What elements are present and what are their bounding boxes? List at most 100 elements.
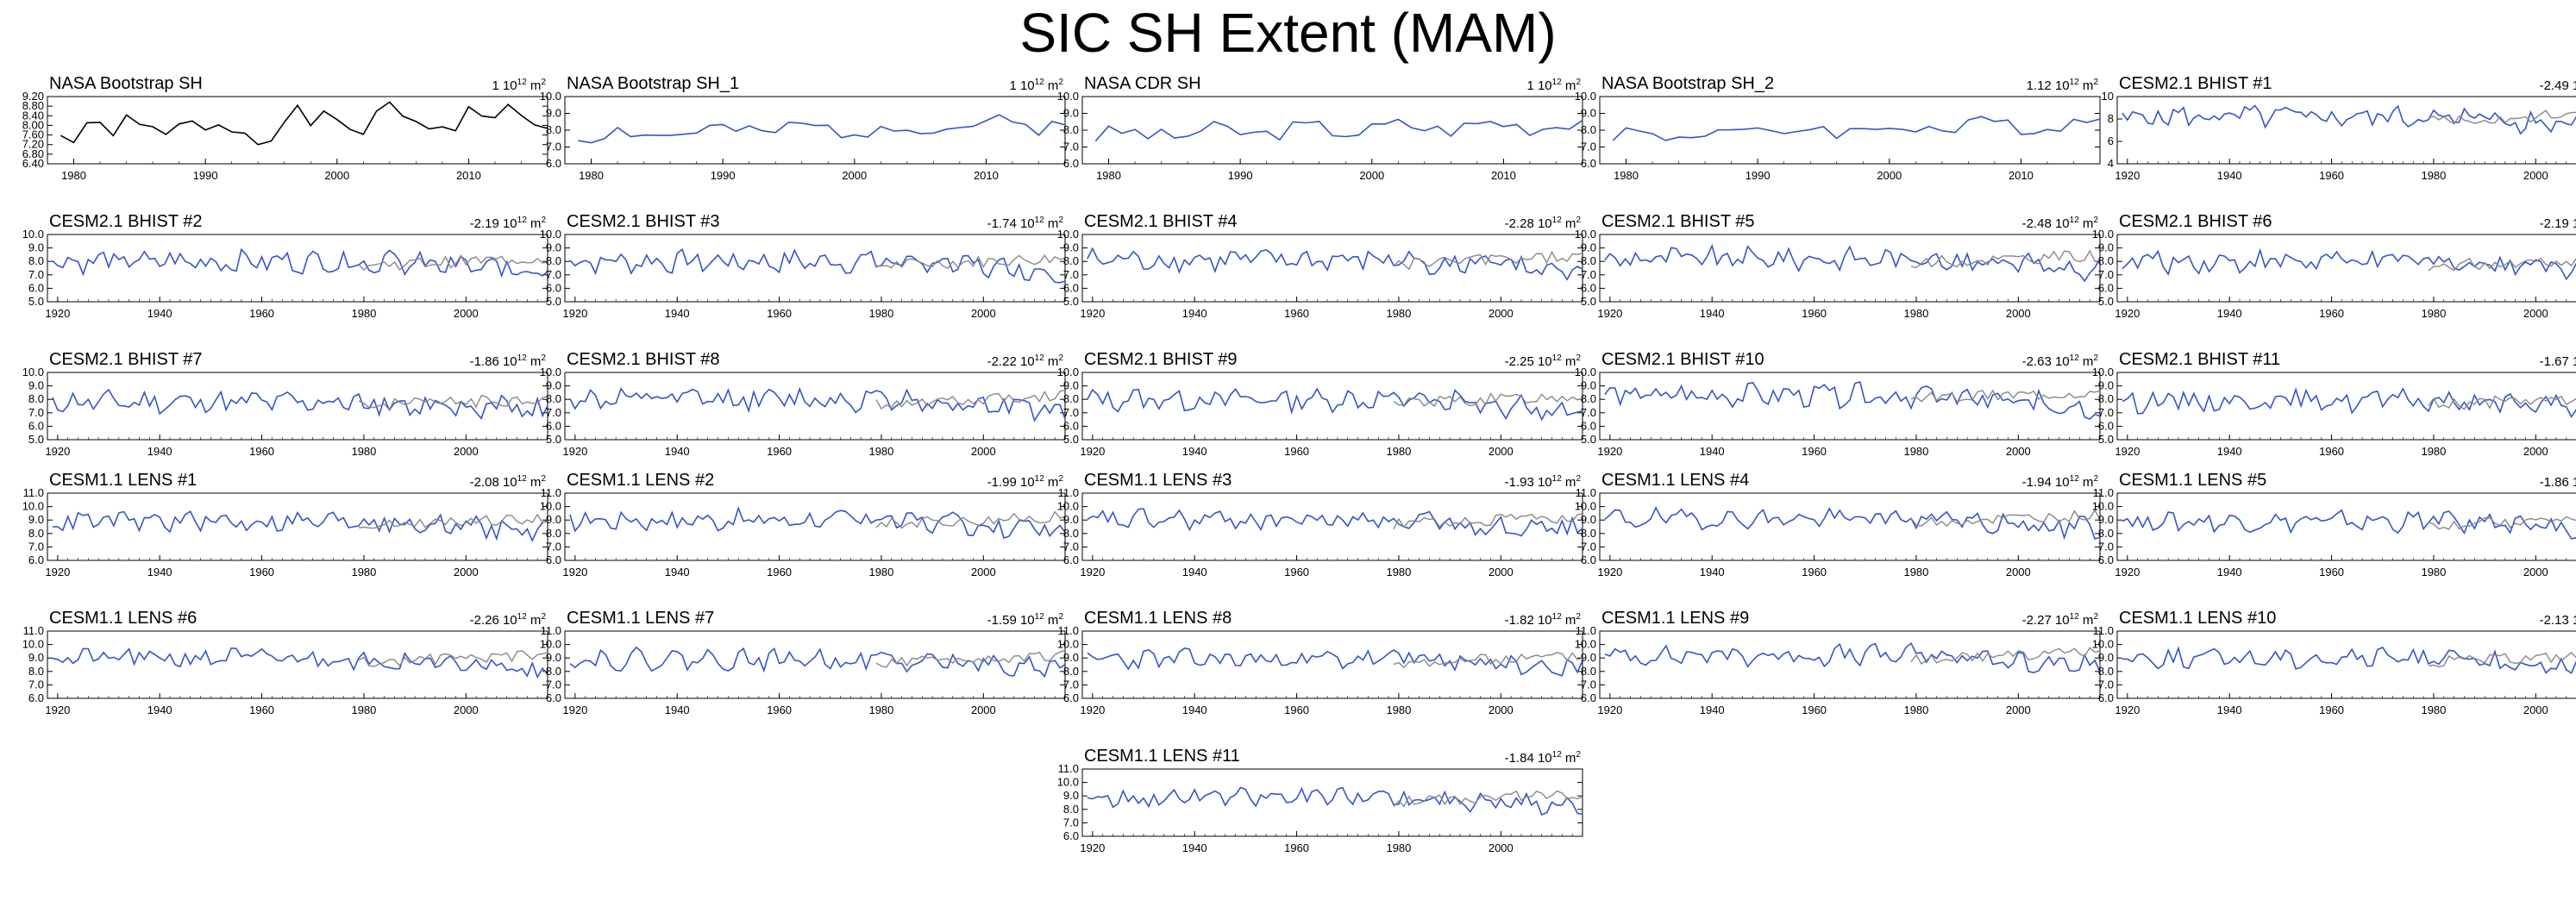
observed-overlay-line: [875, 389, 1066, 410]
trend-unit-suffix-exp: 2: [541, 353, 546, 363]
trend-value: 1.12: [2026, 78, 2055, 93]
x-tick-label: 1940: [2217, 704, 2242, 716]
x-tick-label: 1960: [1284, 841, 1309, 854]
trend-unit-exp: 12: [1551, 750, 1562, 760]
x-tick-label: 1980: [1903, 445, 1928, 458]
y-tick-label: 8.0: [546, 527, 561, 540]
x-tick-label: 1960: [1284, 307, 1309, 320]
y-tick-label: 8.0: [2098, 254, 2114, 267]
trend-label: -2.26 1012 m2: [470, 612, 546, 628]
x-tick-label: 2010: [974, 169, 999, 182]
x-tick-label: 1960: [2319, 307, 2344, 320]
x-tick-label: 2000: [454, 704, 479, 716]
y-tick-label: 10.0: [540, 638, 561, 651]
observed-overlay-line: [1393, 790, 1583, 808]
trend-label: -1.82 1012 m2: [1505, 612, 1581, 628]
y-tick-label: 6.40: [22, 157, 44, 170]
trend-value: -2.08: [469, 475, 503, 490]
y-tick-label: 8.0: [1581, 392, 1596, 405]
x-tick-label: 1940: [2217, 307, 2242, 320]
x-tick-label: 1920: [1597, 566, 1622, 578]
x-tick-label: 1940: [665, 566, 690, 578]
chart-title: CESM1.1 LENS #11: [1084, 747, 1240, 766]
x-tick-label: 1940: [1700, 704, 1725, 716]
observed-overlay-line: [1910, 389, 2101, 403]
trend-unit-suffix: m: [2078, 78, 2094, 93]
chart-title: CESM1.1 LENS #9: [1601, 609, 1750, 628]
trend-unit-exp: 12: [1551, 216, 1562, 225]
y-tick-label: 9.0: [1581, 513, 1596, 526]
trend-unit-exp: 12: [1551, 78, 1562, 87]
trend-value: -1.74: [987, 216, 1020, 231]
x-tick-label: 1990: [193, 169, 218, 182]
trend-unit-suffix: m: [2078, 354, 2094, 369]
plot-frame: [2116, 630, 2576, 699]
chart-panel: CESM2.1 BHIST #8 -2.22 1012 m2 5.0 6.0 7.0 8.…: [540, 350, 1066, 458]
y-tick-label: 9.0: [1063, 651, 1079, 664]
x-tick-label: 1920: [1597, 704, 1622, 716]
y-tick-label: 6.0: [2098, 281, 2114, 294]
trend-value: -2.13: [2539, 613, 2573, 628]
x-tick-label: 2000: [2523, 704, 2548, 716]
y-tick-label: 6.0: [28, 281, 44, 294]
y-tick-label: 9.0: [546, 379, 561, 392]
chart-plot: 5.06.07.08.09.010.0 1920 1940 1960 1980 2000: [1057, 366, 1583, 458]
y-tick-label: 7.0: [1581, 268, 1596, 281]
chart-panel: CESM1.1 LENS #7 -1.59 1012 m2 6.0 7.0 8.0 9.0…: [540, 609, 1066, 716]
x-tick-label: 2000: [454, 307, 479, 320]
x-tick-label: 1980: [579, 169, 604, 182]
y-tick-label: 11.0: [541, 486, 561, 499]
chart-title: NASA CDR SH: [1084, 74, 1201, 93]
trend-label: 1 1012 m2: [1009, 78, 1063, 93]
y-tick-label: 8.0: [1063, 527, 1079, 540]
chart-panel: CESM1.1 LENS #1 -2.08 1012 m2 6.0 7.0 8.0 9.0…: [22, 471, 548, 578]
y-tick-label: 8.0: [1063, 803, 1079, 816]
x-tick-label: 1960: [2319, 704, 2344, 716]
x-tick-label: 2000: [2006, 704, 2031, 716]
plot-frame: [2116, 372, 2576, 441]
x-tick-label: 1980: [2421, 307, 2446, 320]
y-tick-label: 9.0: [1063, 379, 1079, 392]
chart-plot: 5.06.07.08.09.010.0 1920 1940 1960 1980 2000: [2092, 228, 2576, 320]
trend-value: -2.19: [2539, 216, 2573, 231]
y-tick-label: 6.0: [1063, 157, 1079, 170]
y-tick-label: 10.0: [2092, 228, 2114, 241]
series-line: [60, 101, 548, 146]
x-tick-label: 1980: [351, 445, 376, 458]
series-line: [1604, 642, 2101, 674]
chart-title: CESM2.1 BHIST #4: [1084, 212, 1238, 231]
x-tick-label: 2000: [1489, 704, 1514, 716]
plot-frame: [1599, 372, 2101, 441]
y-tick-label: 10.0: [1057, 776, 1079, 789]
x-tick-label: 2000: [2523, 566, 2548, 578]
y-tick-label: 9.0: [1063, 107, 1079, 120]
trend-unit-suffix-exp: 2: [1576, 353, 1581, 363]
x-tick-label: 2000: [1489, 445, 1514, 458]
y-tick-label: 8.0: [1581, 665, 1596, 678]
trend-unit: 10: [1537, 354, 1552, 369]
series-line: [52, 647, 548, 679]
trend-unit-suffix: m: [1044, 613, 1059, 628]
chart-plot: 6.07.08.09.010.011.0 1920 1940 1960 1980 2000: [1057, 762, 1583, 854]
chart-plot: 5.06.07.08.09.010.0 1920 1940 1960 1980 2000: [22, 228, 548, 320]
y-tick-label: 9.0: [2098, 513, 2114, 526]
y-tick-label: 7.0: [28, 678, 44, 691]
y-tick-label: 7.0: [1063, 141, 1079, 153]
x-tick-label: 2000: [2523, 169, 2548, 182]
y-tick-label: 10.0: [2092, 500, 2114, 513]
chart-panel: CESM2.1 BHIST #9 -2.25 1012 m2 5.0 6.0 7.0 8.…: [1057, 350, 1583, 458]
y-tick-label: 8.0: [28, 392, 44, 405]
y-tick-label: 9.0: [1581, 107, 1596, 120]
plot-frame: [564, 234, 1066, 303]
x-tick-label: 2000: [1489, 307, 1514, 320]
series-line: [1087, 387, 1583, 422]
x-tick-label: 1980: [351, 307, 376, 320]
y-tick-label: 9.0: [1581, 241, 1596, 254]
chart-panel: NASA Bootstrap SH 1 1012 m2 6.40 6.80 7.20 7.…: [22, 74, 548, 182]
plot-frame: [2116, 96, 2576, 165]
x-tick-label: 2010: [1491, 169, 1516, 182]
x-tick-label: 1960: [2319, 169, 2344, 182]
x-tick-label: 1980: [1386, 704, 1411, 716]
x-tick-label: 1940: [2217, 169, 2242, 182]
